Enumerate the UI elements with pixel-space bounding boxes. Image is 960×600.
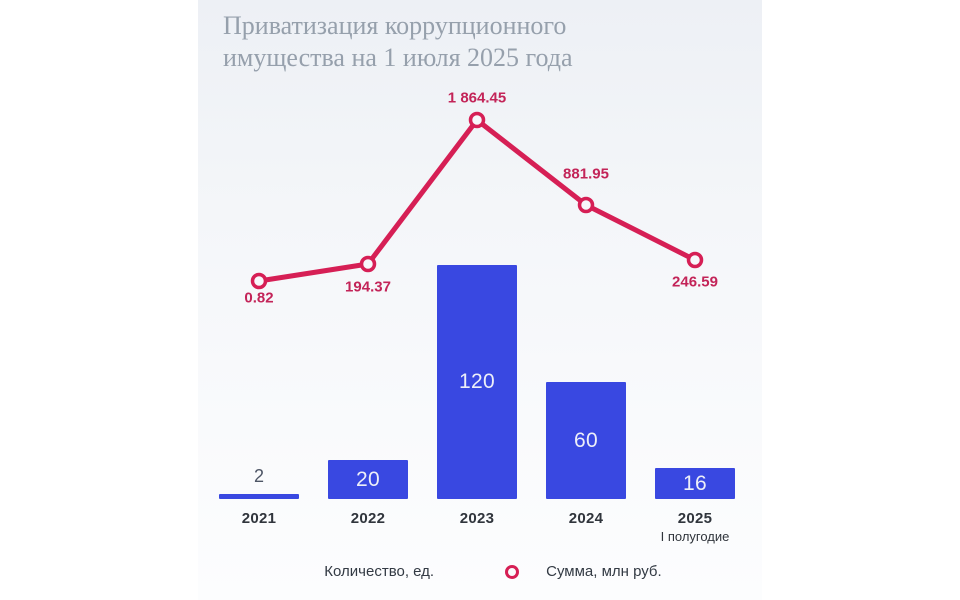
- line-value-label: 194.37: [345, 278, 391, 296]
- chart-title: Приватизация коррупционного имущества на…: [223, 11, 573, 73]
- chart-area: 2 20 120 60 16 2021 2022 2023 2024 2025 I полугоди…: [198, 0, 762, 600]
- legend-label-quantity: Количество, ед.: [324, 563, 435, 580]
- x-axis-year: 2025: [677, 510, 713, 527]
- bar-value-label: 120: [459, 370, 495, 393]
- x-axis-year: 2021: [241, 510, 277, 527]
- legend-item-quantity: Количество, ед.: [298, 563, 434, 580]
- line-value-label: 0.82: [244, 289, 274, 307]
- line-value-label: 1 864.45: [447, 89, 507, 107]
- x-axis-year: 2023: [459, 510, 495, 527]
- x-axis-sublabel: I полугодие: [660, 529, 730, 544]
- line-series-marker-icon: [490, 564, 534, 579]
- line-point-marker: [577, 196, 595, 214]
- bar-2025: 16: [655, 468, 735, 499]
- x-axis-year: 2024: [568, 510, 604, 527]
- x-axis-label-2022: 2022: [308, 510, 428, 527]
- x-axis-label-2025: 2025 I полугодие: [635, 510, 755, 544]
- line-value-label: 246.59: [672, 273, 718, 291]
- chart-panel: Приватизация коррупционного имущества на…: [198, 0, 762, 600]
- sum-line-series: [250, 111, 704, 290]
- line-point-marker: [468, 111, 486, 129]
- bar-value-label: 20: [356, 467, 380, 491]
- x-axis-label-2021: 2021: [199, 510, 319, 527]
- line-point-marker: [250, 272, 268, 290]
- x-axis-label-2023: 2023: [417, 510, 537, 527]
- bar-2023: 120: [437, 265, 517, 499]
- line-point-marker: [359, 255, 377, 273]
- legend: Количество, ед. Сумма, млн руб.: [198, 563, 762, 580]
- bar-value-label: 2: [253, 466, 264, 486]
- x-axis-label-2024: 2024: [526, 510, 646, 527]
- line-value-label: 881.95: [563, 165, 609, 183]
- legend-label-sum: Сумма, млн руб.: [546, 563, 662, 580]
- x-axis-year: 2022: [350, 510, 386, 527]
- bar-2022: 20: [328, 460, 408, 499]
- bar-value-label: 60: [574, 428, 598, 452]
- line-point-marker: [686, 251, 704, 269]
- bar-2024: 60: [546, 382, 626, 499]
- bar-2021: [219, 494, 299, 499]
- sum-line: [256, 117, 698, 284]
- bar-series-dot-icon: [298, 565, 312, 579]
- legend-item-sum: Сумма, млн руб.: [490, 563, 662, 580]
- bar-value-label: 16: [683, 471, 707, 495]
